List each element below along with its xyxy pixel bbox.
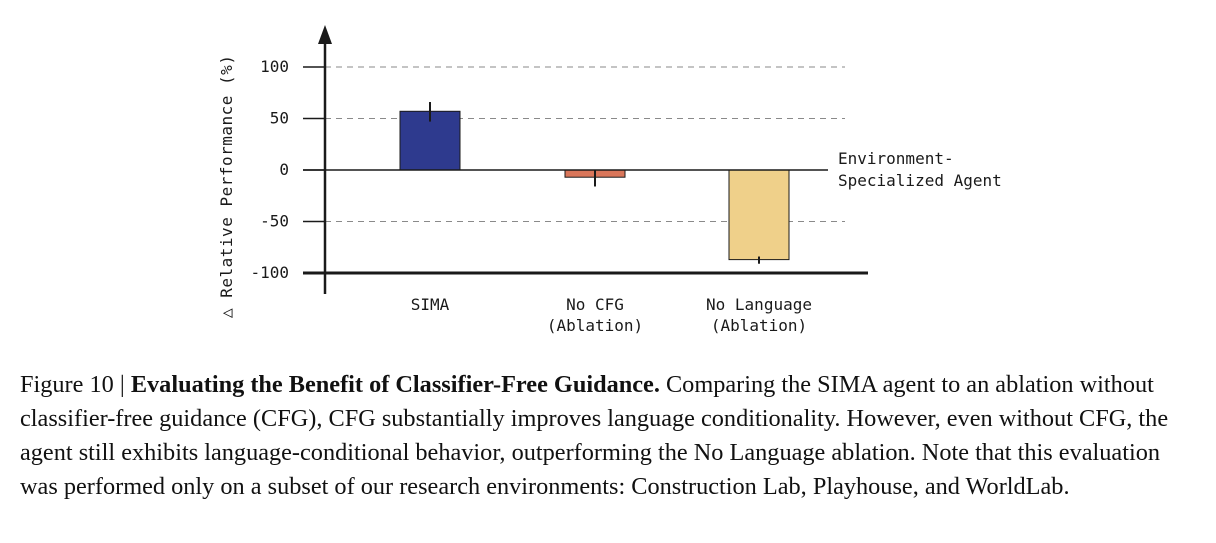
y-tick-label: -50 bbox=[260, 212, 289, 231]
x-tick-label: SIMA bbox=[411, 295, 450, 314]
y-axis-arrow-icon bbox=[318, 25, 332, 44]
y-tick-label: 100 bbox=[260, 57, 289, 76]
caption-title: Evaluating the Benefit of Classifier-Fre… bbox=[130, 371, 660, 398]
x-tick-label-sub: (Ablation) bbox=[547, 316, 643, 335]
y-tick-label: 50 bbox=[270, 109, 289, 128]
y-axis-label: △ Relative Performance (%) bbox=[217, 55, 236, 318]
bar bbox=[728, 169, 790, 261]
x-tick-label-sub: (Ablation) bbox=[711, 316, 807, 335]
reference-label-line2: Specialized Agent bbox=[838, 171, 1002, 190]
bar-chart: 100 50 0 -50 -100 SIMA No CFG (Ablation) No Lan… bbox=[217, 25, 1002, 335]
bar bbox=[399, 110, 461, 171]
figure-caption: Figure 10 | Evaluating the Benefit of Cl… bbox=[20, 368, 1200, 504]
x-tick-label: No Language bbox=[706, 295, 812, 314]
y-tick-label: -100 bbox=[250, 263, 289, 282]
reference-label-line1: Environment- bbox=[838, 149, 954, 168]
caption-prefix: Figure 10 | bbox=[20, 371, 131, 398]
y-tick-label: 0 bbox=[279, 160, 289, 179]
caption-body: Comparing the SIMA agent to an ablation … bbox=[20, 371, 1169, 500]
x-tick-label: No CFG bbox=[566, 295, 624, 314]
bars bbox=[399, 102, 790, 264]
x-axis-labels: SIMA No CFG (Ablation) No Language (Ablation… bbox=[411, 295, 812, 335]
